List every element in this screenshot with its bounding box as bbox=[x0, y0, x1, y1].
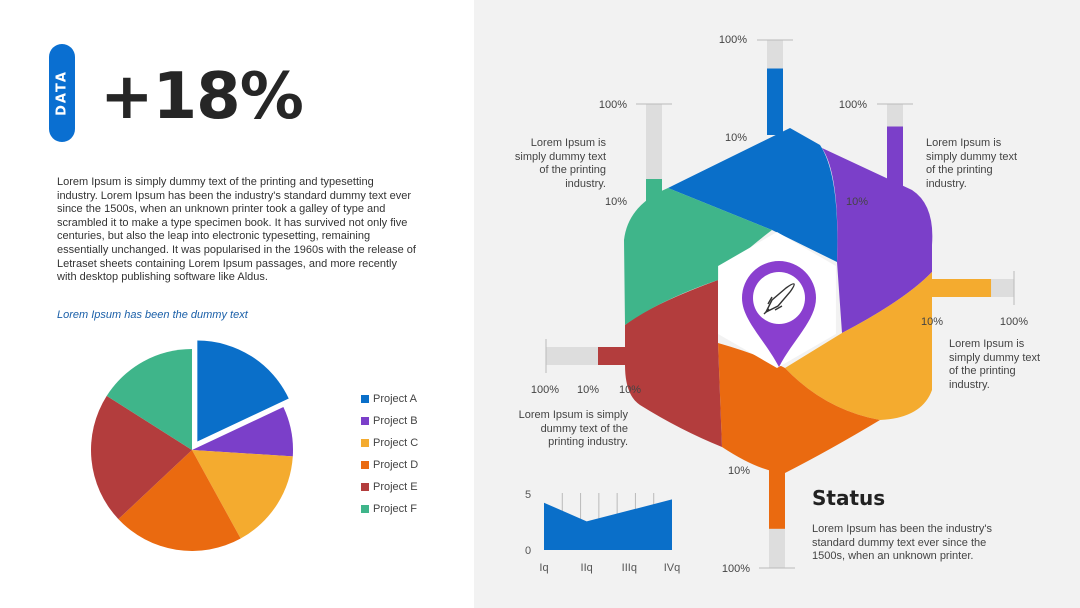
legend-label: Project D bbox=[373, 459, 419, 471]
hex-segment-green bbox=[624, 188, 772, 325]
data-badge: DATA bbox=[49, 44, 75, 142]
area-xtick: IVq bbox=[664, 562, 681, 574]
gauge-fill-orange bbox=[769, 470, 785, 529]
status-title: Status bbox=[812, 486, 886, 510]
rocket-pin-icon bbox=[742, 261, 816, 367]
area-ytick: 0 bbox=[525, 545, 531, 557]
gauge-scale-label: 10% bbox=[846, 196, 868, 208]
hex-segment-red bbox=[625, 280, 722, 447]
gauge-scale-label: 10% bbox=[605, 196, 627, 208]
pie-legend: Project A Project B Project C Project D Proj… bbox=[361, 388, 418, 520]
legend-swatch bbox=[361, 483, 369, 491]
note-mid-left: Lorem Ipsum is simply dummy text of the … bbox=[518, 409, 628, 449]
note-top-right: Lorem Ipsum is simply dummy text of the … bbox=[926, 137, 1018, 190]
note-mid-right: Lorem Ipsum is simply dummy text of the … bbox=[949, 338, 1041, 391]
pie-slice-project-b bbox=[192, 406, 293, 457]
legend-swatch bbox=[361, 395, 369, 403]
gauge-scale-label: 10% bbox=[577, 384, 599, 396]
hex-segment-orange bbox=[718, 343, 880, 473]
legend-label: Project A bbox=[373, 393, 418, 405]
legend-label: Project C bbox=[373, 437, 419, 449]
pie-slice-project-d bbox=[118, 450, 241, 551]
hex-segment-blue bbox=[668, 128, 838, 262]
gauge-scale-label: 100% bbox=[839, 99, 867, 111]
gauge-scale-label: 10% bbox=[921, 316, 943, 328]
legend-swatch bbox=[361, 461, 369, 469]
legend-item: Project A bbox=[361, 388, 418, 410]
legend-label: Project E bbox=[373, 481, 418, 493]
gauge-scale-label: 100% bbox=[599, 99, 627, 111]
area-ytick: 5 bbox=[525, 489, 531, 501]
legend-label: Project B bbox=[373, 415, 418, 427]
legend-item: Project E bbox=[361, 476, 418, 498]
pie-caption: Lorem Ipsum has been the dummy text bbox=[57, 309, 248, 321]
gauge-scale-label: 10% bbox=[728, 465, 750, 477]
pie-chart bbox=[90, 340, 293, 551]
gauge-scale-label: 100% bbox=[722, 563, 750, 575]
legend-swatch bbox=[361, 505, 369, 513]
area-xtick: IIIq bbox=[622, 562, 637, 574]
status-text: Lorem Ipsum has been the industry's stan… bbox=[812, 523, 993, 563]
intro-paragraph: Lorem Ipsum is simply dummy text of the … bbox=[57, 176, 416, 284]
legend-item: Project B bbox=[361, 410, 418, 432]
legend-item: Project D bbox=[361, 454, 418, 476]
pie-slice-project-c bbox=[192, 450, 293, 539]
hex-segment-purple bbox=[822, 148, 933, 333]
area-series bbox=[544, 499, 672, 550]
pie-slice-project-f bbox=[106, 349, 192, 450]
headline-value: +18% bbox=[100, 60, 304, 134]
pie-slice-project-a bbox=[197, 340, 289, 442]
legend-item: Project C bbox=[361, 432, 418, 454]
area-xtick: Iq bbox=[539, 562, 548, 574]
pie-slice-project-e bbox=[90, 395, 192, 520]
gauge-fill-blue bbox=[767, 68, 783, 135]
hex-segment-yellow bbox=[785, 272, 932, 420]
legend-swatch bbox=[361, 439, 369, 447]
gauge-fill-red bbox=[598, 347, 626, 365]
gauge-scale-label: 100% bbox=[719, 34, 747, 46]
gauge-scale-label: 100% bbox=[1000, 316, 1028, 328]
gauge-fill-yellow bbox=[932, 279, 992, 297]
area-xtick: IIq bbox=[581, 562, 593, 574]
note-top-left: Lorem Ipsum is simply dummy text of the … bbox=[514, 137, 606, 190]
legend-item: Project F bbox=[361, 498, 418, 520]
legend-label: Project F bbox=[373, 503, 418, 515]
gauge-scale-label: 10% bbox=[725, 132, 747, 144]
gauge-scale-label: 10% bbox=[619, 384, 641, 396]
area-chart: 0 5 Iq IIq IIIq IVq bbox=[525, 489, 681, 574]
legend-swatch bbox=[361, 417, 369, 425]
gauge-fill-green bbox=[646, 179, 662, 204]
gauge-scale-label: 100% bbox=[531, 384, 559, 396]
gauge-fill-purple bbox=[887, 126, 903, 194]
